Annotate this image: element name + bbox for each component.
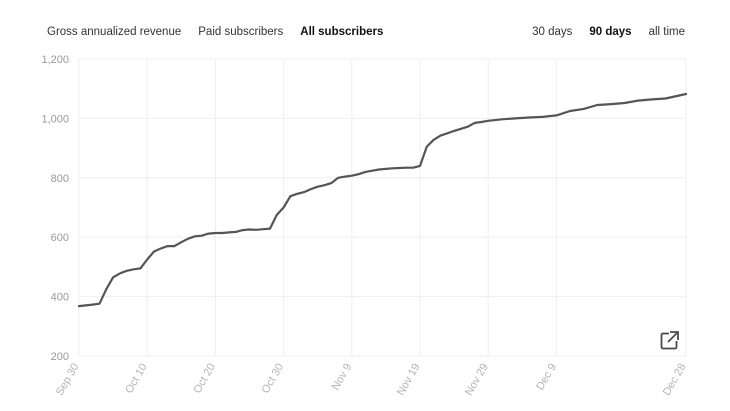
y-tick-label: 1,000 — [41, 113, 69, 125]
x-axis: Sep 30 Oct 10 Oct 20 Oct 30 Nov 9 Nov 19 Nov 2… — [54, 362, 689, 398]
tab-all-subscribers[interactable]: All subscribers — [300, 26, 384, 38]
x-tick-label: Dec 28 — [661, 362, 689, 398]
y-tick-label: 200 — [51, 351, 69, 363]
tab-90-days[interactable]: 90 days — [589, 26, 632, 38]
y-tick-label: 400 — [51, 292, 69, 304]
chart-grid — [78, 58, 687, 357]
x-tick-label: Oct 10 — [123, 362, 150, 396]
external-expand-icon[interactable] — [659, 329, 681, 351]
tab-gross-annualized-revenue[interactable]: Gross annualized revenue — [47, 26, 182, 38]
y-tick-label: 600 — [51, 232, 69, 244]
external-expand-icon-glyph — [660, 329, 681, 350]
tab-30-days[interactable]: 30 days — [532, 26, 573, 38]
x-tick-label: Nov 29 — [463, 362, 491, 398]
range-tabs: 30 days 90 days all time — [532, 26, 685, 38]
x-tick-label: Nov 9 — [330, 362, 355, 393]
y-tick-label: 1,200 — [41, 54, 69, 66]
x-tick-label: Dec 9 — [534, 362, 559, 393]
metric-tabs: Gross annualized revenue Paid subscriber… — [47, 26, 383, 38]
x-tick-label: Sep 30 — [54, 362, 82, 398]
x-tick-label: Oct 20 — [191, 362, 218, 396]
tab-all-time[interactable]: all time — [648, 26, 685, 38]
tab-paid-subscribers[interactable]: Paid subscribers — [198, 26, 284, 38]
y-tick-label: 800 — [51, 173, 69, 185]
x-tick-label: Oct 30 — [260, 362, 287, 396]
x-tick-label: Nov 19 — [395, 362, 423, 398]
series-line-all-subscribers — [77, 92, 688, 308]
y-axis: 200 400 600 800 1,000 1,200 — [41, 54, 69, 363]
